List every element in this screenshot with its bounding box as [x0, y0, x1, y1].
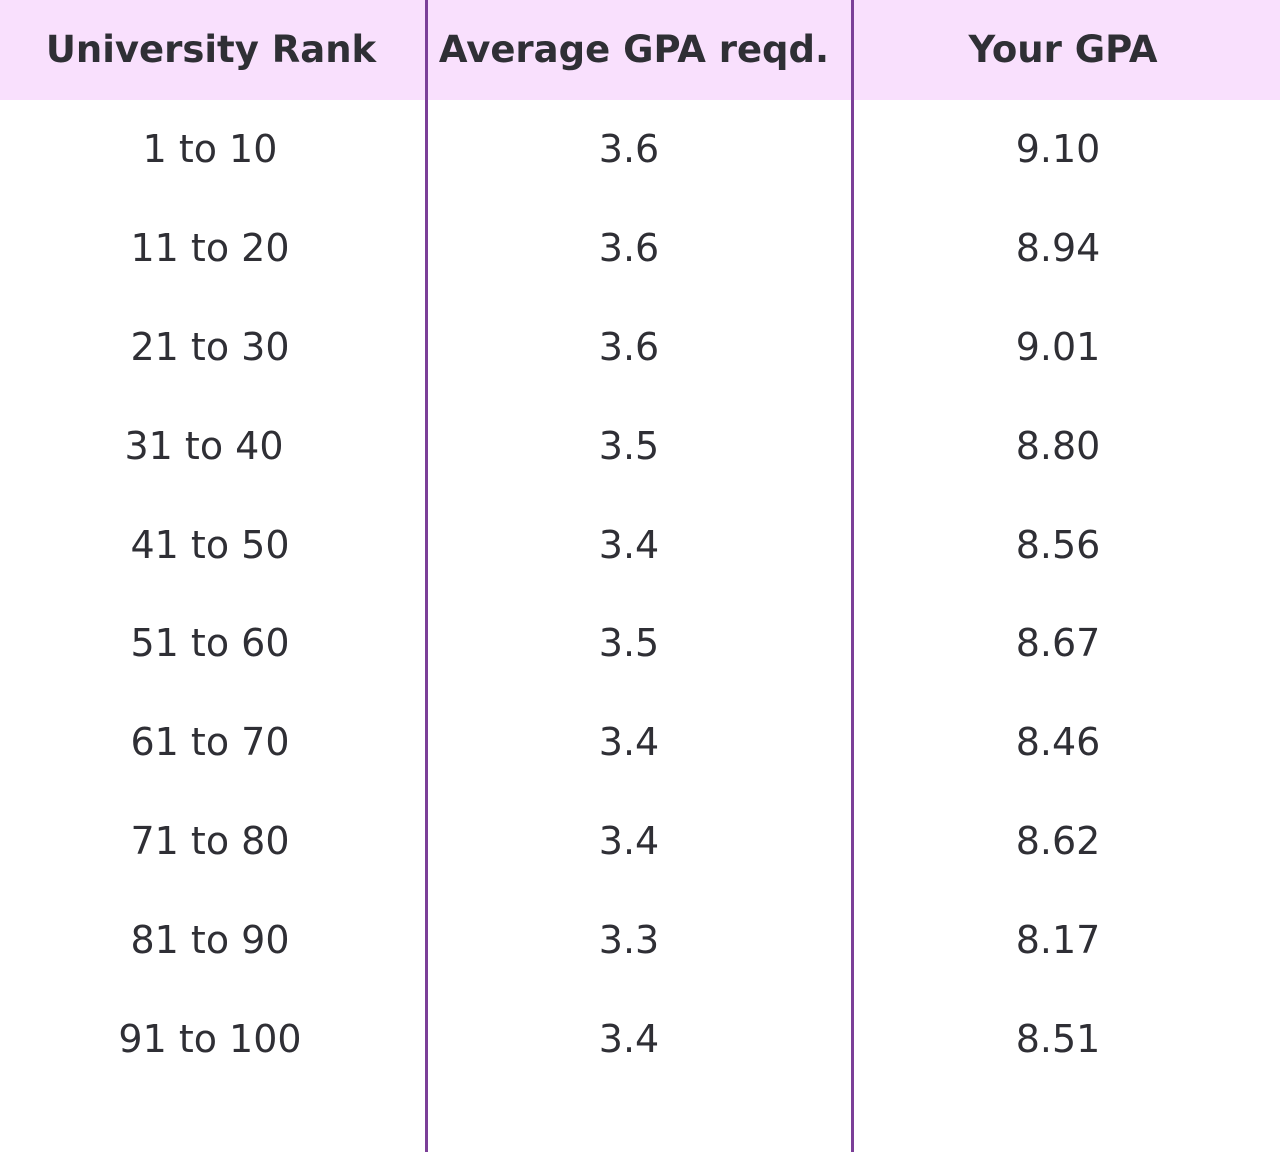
your-gpa-cell: 8.46: [1015, 720, 1101, 765]
average-gpa-cell: 3.3: [598, 917, 660, 962]
your-gpa-cell: 8.80: [1015, 423, 1101, 468]
column-divider: [851, 0, 854, 1152]
rank-cell: 31 to 40: [124, 423, 284, 468]
your-gpa-cell: 8.51: [1015, 1016, 1101, 1061]
header-average-gpa-required: Average GPA reqd.: [438, 27, 830, 71]
average-gpa-cell: 3.4: [598, 818, 660, 863]
your-gpa-cell: 8.67: [1015, 621, 1101, 666]
header-your-gpa: Your GPA: [968, 27, 1158, 71]
table-row: 31 to 40 3.5 8.80: [0, 396, 1280, 495]
table-row: 41 to 50 3.4 8.56: [0, 495, 1280, 594]
rank-cell: 91 to 100: [118, 1016, 302, 1061]
table-row: 71 to 80 3.4 8.62: [0, 792, 1280, 891]
rank-cell: 1 to 10: [142, 127, 278, 172]
your-gpa-cell: 8.17: [1015, 917, 1101, 962]
average-gpa-cell: 3.4: [598, 1016, 660, 1061]
your-gpa-cell: 8.62: [1015, 818, 1101, 863]
rank-cell: 71 to 80: [130, 818, 290, 863]
rank-cell: 61 to 70: [130, 720, 290, 765]
table-header: University Rank Average GPA reqd. Your G…: [0, 0, 1280, 100]
table-row: 21 to 30 3.6 9.01: [0, 298, 1280, 397]
average-gpa-cell: 3.6: [598, 226, 660, 271]
table-row: 81 to 90 3.3 8.17: [0, 890, 1280, 989]
rank-cell: 21 to 30: [130, 324, 290, 369]
your-gpa-cell: 9.10: [1015, 127, 1101, 172]
table-row: 11 to 20 3.6 8.94: [0, 199, 1280, 298]
rank-cell: 81 to 90: [130, 917, 290, 962]
table-row: 91 to 100 3.4 8.51: [0, 989, 1280, 1088]
header-university-rank: University Rank: [45, 27, 377, 71]
average-gpa-cell: 3.5: [598, 423, 660, 468]
average-gpa-cell: 3.6: [598, 324, 660, 369]
your-gpa-cell: 8.56: [1015, 522, 1101, 567]
your-gpa-cell: 8.94: [1015, 226, 1101, 271]
table-body: 1 to 10 3.6 9.10 11 to 20 3.6 8.94 21 to…: [0, 100, 1280, 1088]
rank-cell: 41 to 50: [130, 522, 290, 567]
average-gpa-cell: 3.6: [598, 127, 660, 172]
your-gpa-cell: 9.01: [1015, 324, 1101, 369]
average-gpa-cell: 3.5: [598, 621, 660, 666]
table-row: 1 to 10 3.6 9.10: [0, 100, 1280, 199]
table-row: 51 to 60 3.5 8.67: [0, 594, 1280, 693]
column-divider: [425, 0, 428, 1152]
rank-cell: 11 to 20: [130, 226, 290, 271]
average-gpa-cell: 3.4: [598, 522, 660, 567]
table-row: 61 to 70 3.4 8.46: [0, 693, 1280, 792]
rank-cell: 51 to 60: [130, 621, 290, 666]
average-gpa-cell: 3.4: [598, 720, 660, 765]
